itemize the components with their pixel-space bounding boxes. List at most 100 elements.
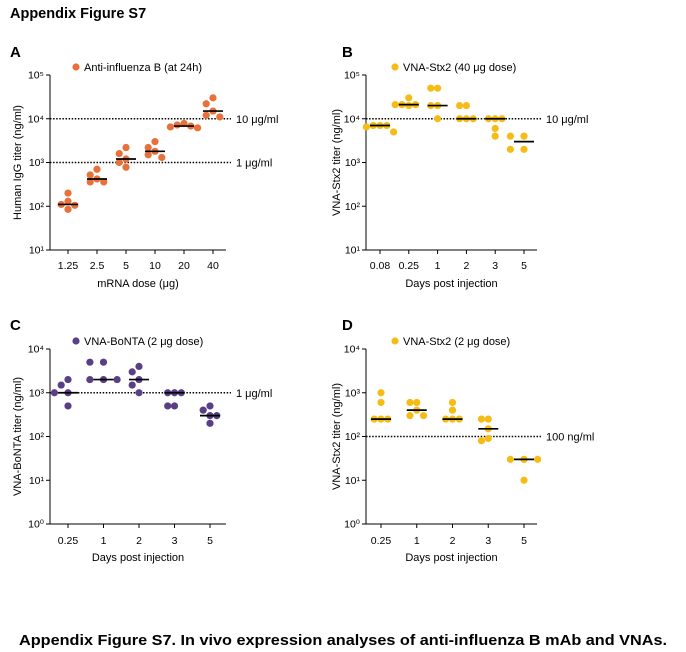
y-tick-label: 10¹ <box>29 475 45 487</box>
data-point <box>115 149 123 158</box>
reference-line-label: 10 μg/ml <box>236 114 278 126</box>
legend-label: VNA-BoNTA (2 μg dose) <box>84 336 203 348</box>
data-point <box>209 94 217 102</box>
y-tick-label: 10⁴ <box>344 113 360 125</box>
y-tick-label: 10⁴ <box>344 344 360 356</box>
reference-line-label: 100 ng/ml <box>546 432 594 444</box>
data-point <box>406 398 414 407</box>
y-axis-title: VNA-Stx2 titer (ng/ml) <box>331 383 343 490</box>
data-point <box>64 197 72 205</box>
y-axis-title: Human IgG titer (ng/ml) <box>12 105 24 220</box>
data-point <box>491 124 499 133</box>
legend-label: VNA-Stx2 (2 μg dose) <box>403 336 510 348</box>
data-point <box>144 143 152 152</box>
reference-line-label: 1 μg/ml <box>236 388 272 400</box>
panel-label: A <box>10 44 21 61</box>
data-point <box>377 398 385 407</box>
data-point <box>122 163 130 171</box>
x-tick-label: 0.25 <box>371 535 392 547</box>
data-point <box>477 437 486 445</box>
data-point <box>115 158 123 167</box>
x-tick-label: 2.5 <box>90 260 105 272</box>
x-tick-label: 1.25 <box>58 260 79 272</box>
data-point <box>144 151 152 159</box>
data-point <box>456 101 464 110</box>
data-point <box>405 101 413 110</box>
data-point <box>199 406 207 414</box>
data-point <box>50 389 59 397</box>
y-tick-label: 10² <box>29 431 45 443</box>
legend-marker <box>72 63 80 71</box>
data-point <box>100 178 108 186</box>
x-tick-label: 3 <box>492 260 498 272</box>
y-tick-label: 10² <box>29 201 45 213</box>
y-tick-label: 10³ <box>29 387 45 399</box>
data-point <box>434 115 442 123</box>
panel-d: D 10⁰ 10¹ 10² 10³ 10⁴ 0.25 1 2 3 5 Days post inject… <box>331 317 594 564</box>
data-point <box>506 455 514 463</box>
y-tick-label: 10⁴ <box>28 113 44 125</box>
data-point <box>406 412 414 420</box>
data-point <box>86 178 94 186</box>
data-point <box>64 205 72 213</box>
y-axis-title: VNA-BoNTA titer (ng/ml) <box>12 377 24 496</box>
y-tick-label: 10¹ <box>29 245 45 257</box>
data-point <box>170 402 179 410</box>
x-tick-label: 5 <box>123 260 129 272</box>
legend-marker <box>391 337 399 345</box>
panel-label: C <box>10 317 21 334</box>
x-tick-label: 2 <box>450 535 456 547</box>
y-tick-label: 10² <box>345 431 361 443</box>
data-point <box>377 389 385 397</box>
y-tick-label: 10⁵ <box>28 70 44 82</box>
data-point <box>216 113 224 121</box>
x-tick-label: 0.08 <box>370 260 391 272</box>
panel-a: A 10¹ 10² 10³ 10⁴ 10⁵ 1.25 2.5 5 10 20 40 mRNA dose … <box>10 44 278 290</box>
legend-marker <box>391 63 399 71</box>
data-point <box>506 132 514 140</box>
data-point <box>158 153 166 162</box>
x-tick-label: 1 <box>435 260 441 272</box>
data-point <box>520 145 528 153</box>
x-tick-label: 1 <box>414 535 420 547</box>
x-tick-label: 3 <box>172 535 178 547</box>
x-tick-label: 5 <box>207 535 213 547</box>
x-tick-label: 2 <box>463 260 469 272</box>
data-point <box>71 201 79 209</box>
legend-marker <box>72 337 80 345</box>
data-point <box>202 111 210 119</box>
data-point <box>173 121 181 129</box>
data-point <box>151 138 159 146</box>
x-tick-label: 0.25 <box>399 260 420 272</box>
data-point <box>57 381 65 389</box>
x-tick-label: 1 <box>101 535 107 547</box>
y-axis-title: VNA-Stx2 titer (ng/ml) <box>331 109 343 216</box>
data-point <box>194 124 202 132</box>
panel-c: C 10⁰ 10¹ 10² 10³ 10⁴ 0.25 1 2 3 5 Days post inject… <box>10 317 272 564</box>
data-point <box>427 84 435 92</box>
x-axis-title: Days post injection <box>405 278 497 290</box>
x-tick-label: 5 <box>521 535 527 547</box>
x-tick-label: 20 <box>178 260 190 272</box>
reference-line-label: 10 μg/ml <box>546 114 588 126</box>
data-point <box>122 143 130 152</box>
y-tick-label: 10⁴ <box>28 344 44 356</box>
x-tick-label: 5 <box>521 260 527 272</box>
legend-label: Anti-influenza B (at 24h) <box>84 62 202 74</box>
data-point <box>86 358 94 366</box>
x-tick-label: 3 <box>485 535 491 547</box>
data-point <box>64 402 72 410</box>
panel-label: D <box>342 317 353 334</box>
x-tick-label: 0.25 <box>58 535 79 547</box>
figure-title: Appendix Figure S7 <box>10 6 146 22</box>
data-point <box>99 358 108 366</box>
y-tick-label: 10⁰ <box>344 519 360 531</box>
figure-caption: Appendix Figure S7. In vivo expression a… <box>19 633 667 649</box>
data-point <box>128 368 136 376</box>
data-point <box>391 101 399 109</box>
data-point <box>86 171 94 179</box>
y-tick-label: 10¹ <box>345 245 361 257</box>
data-point <box>113 375 121 384</box>
x-axis-title: Days post injection <box>405 552 497 564</box>
